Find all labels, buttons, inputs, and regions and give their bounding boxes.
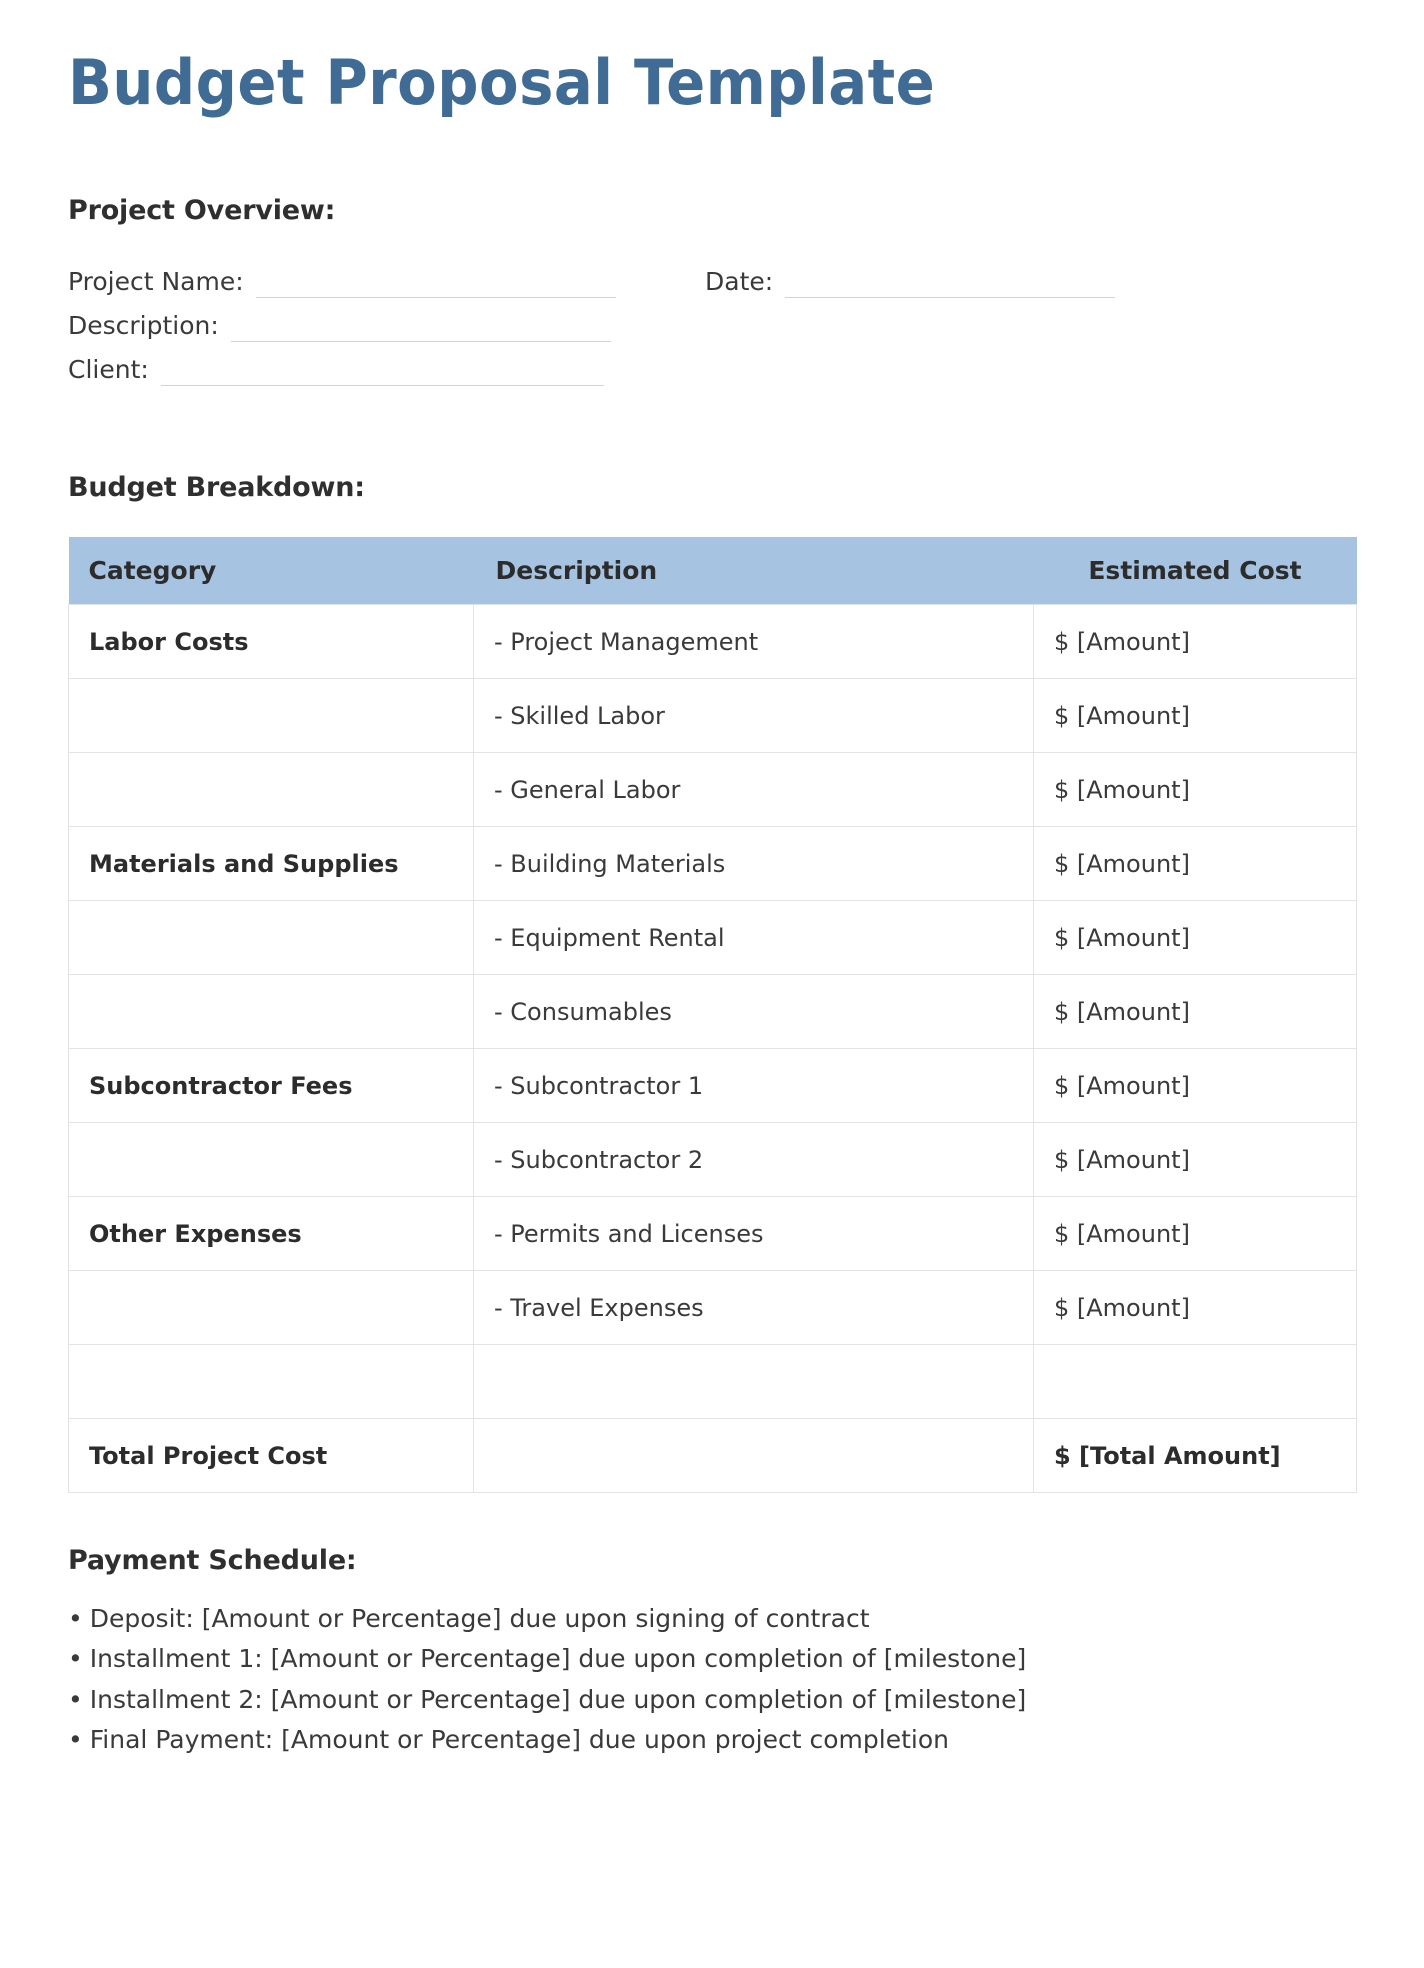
budget-breakdown-heading: Budget Breakdown: xyxy=(68,472,365,504)
list-item-text: Deposit: [Amount or Percentage] due upon… xyxy=(89,1603,870,1633)
payment-schedule-heading: Payment Schedule: xyxy=(68,1545,357,1577)
column-header-estimated-cost: Estimated Cost xyxy=(1033,537,1357,605)
table-row: Other Expenses - Permits and Licenses $ … xyxy=(68,1196,1357,1272)
bullet-icon: • xyxy=(68,1603,83,1633)
table-row: - Consumables $ [Amount] xyxy=(68,974,1357,1050)
cell-description: - Consumables xyxy=(473,974,1034,1050)
cell-cost[interactable]: $ [Amount] xyxy=(1033,752,1357,828)
list-item-text: Final Payment: [Amount or Percentage] du… xyxy=(89,1725,949,1755)
field-row-description: Description: xyxy=(68,298,1356,343)
cell-cost[interactable]: $ [Amount] xyxy=(1033,974,1357,1050)
cell-description: - Travel Expenses xyxy=(473,1270,1034,1346)
column-header-description: Description xyxy=(473,537,1034,605)
cell-cost[interactable]: $ [Amount] xyxy=(1033,1270,1357,1346)
table-row: Subcontractor Fees - Subcontractor 1 $ [… xyxy=(68,1048,1357,1124)
description-label: Description: xyxy=(68,311,219,341)
table-row: - Subcontractor 2 $ [Amount] xyxy=(68,1122,1357,1198)
payment-schedule-list: • Deposit: [Amount or Percentage] due upo… xyxy=(68,1599,1356,1761)
cell-category[interactable] xyxy=(68,1344,474,1420)
cell-total-cost[interactable]: $ [Total Amount] xyxy=(1033,1418,1357,1494)
table-row: Labor Costs - Project Management $ [Amou… xyxy=(68,604,1357,680)
list-item-text: Installment 1: [Amount or Percentage] du… xyxy=(89,1644,1027,1674)
table-row: - Travel Expenses $ [Amount] xyxy=(68,1270,1357,1346)
cell-category xyxy=(68,1270,474,1346)
cell-category xyxy=(68,678,474,754)
cell-cost[interactable]: $ [Amount] xyxy=(1033,1048,1357,1124)
cell-description[interactable] xyxy=(473,1344,1034,1420)
cell-description: - Subcontractor 1 xyxy=(473,1048,1034,1124)
table-row: Materials and Supplies - Building Materi… xyxy=(68,826,1357,902)
table-row-total: Total Project Cost $ [Total Amount] xyxy=(68,1418,1357,1494)
cell-total-label: Total Project Cost xyxy=(68,1418,474,1494)
column-header-category: Category xyxy=(68,537,474,605)
cell-description: - Equipment Rental xyxy=(473,900,1034,976)
cell-category xyxy=(68,1122,474,1198)
list-item: • Installment 1: [Amount or Percentage] d… xyxy=(68,1639,1356,1680)
table-header: Category Description Estimated Cost xyxy=(68,537,1357,605)
cell-category xyxy=(68,752,474,828)
list-item-text: Installment 2: [Amount or Percentage] du… xyxy=(89,1684,1027,1714)
cell-cost[interactable]: $ [Amount] xyxy=(1033,1122,1357,1198)
cell-description: - Skilled Labor xyxy=(473,678,1034,754)
description-input[interactable] xyxy=(230,311,611,343)
project-name-input[interactable] xyxy=(255,267,616,299)
cell-category: Labor Costs xyxy=(68,604,474,680)
list-item: • Installment 2: [Amount or Percentage] d… xyxy=(68,1680,1356,1721)
cell-description: - General Labor xyxy=(473,752,1034,828)
cell-category xyxy=(68,974,474,1050)
table-header-row: Category Description Estimated Cost xyxy=(68,537,1357,605)
cell-cost[interactable]: $ [Amount] xyxy=(1033,900,1357,976)
field-row-project-name: Project Name: xyxy=(68,254,1356,299)
client-input[interactable] xyxy=(160,355,604,387)
table-body: Labor Costs - Project Management $ [Amou… xyxy=(68,604,1357,1494)
field-row-date: Date: xyxy=(705,254,1116,299)
table-row: - Skilled Labor $ [Amount] xyxy=(68,678,1357,754)
cell-cost[interactable]: $ [Amount] xyxy=(1033,678,1357,754)
cell-category: Other Expenses xyxy=(68,1196,474,1272)
budget-breakdown-table: Category Description Estimated Cost Labo… xyxy=(68,537,1357,1494)
bullet-icon: • xyxy=(68,1684,83,1714)
cell-description: - Building Materials xyxy=(473,826,1034,902)
cell-cost[interactable]: $ [Amount] xyxy=(1033,604,1357,680)
cell-total-description xyxy=(473,1418,1034,1494)
list-item: • Deposit: [Amount or Percentage] due upo… xyxy=(68,1599,1356,1640)
cell-description: - Subcontractor 2 xyxy=(473,1122,1034,1198)
bullet-icon: • xyxy=(68,1644,83,1674)
project-overview-heading: Project Overview: xyxy=(68,195,336,227)
cell-category: Subcontractor Fees xyxy=(68,1048,474,1124)
cell-description: - Project Management xyxy=(473,604,1034,680)
page-title: Budget Proposal Template xyxy=(68,46,936,119)
cell-category: Materials and Supplies xyxy=(68,826,474,902)
cell-description: - Permits and Licenses xyxy=(473,1196,1034,1272)
cell-cost[interactable] xyxy=(1033,1344,1357,1420)
cell-cost[interactable]: $ [Amount] xyxy=(1033,826,1357,902)
field-row-client: Client: xyxy=(68,342,1356,387)
table-row: - Equipment Rental $ [Amount] xyxy=(68,900,1357,976)
list-item: • Final Payment: [Amount or Percentage] d… xyxy=(68,1720,1356,1761)
table-row-empty xyxy=(68,1344,1357,1420)
cell-cost[interactable]: $ [Amount] xyxy=(1033,1196,1357,1272)
date-input[interactable] xyxy=(785,267,1116,299)
cell-category xyxy=(68,900,474,976)
project-overview-form: Project Name: Description: Client: Date: xyxy=(68,254,1356,387)
date-label: Date: xyxy=(705,267,774,297)
bullet-icon: • xyxy=(68,1725,83,1755)
project-name-label: Project Name: xyxy=(68,267,244,297)
table-row: - General Labor $ [Amount] xyxy=(68,752,1357,828)
client-label: Client: xyxy=(68,355,149,385)
